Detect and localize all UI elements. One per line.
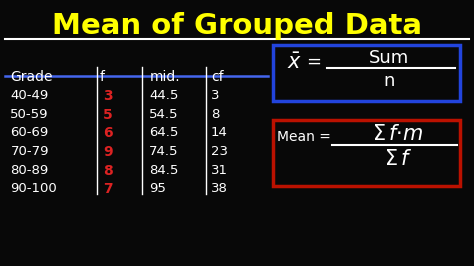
Text: 90-100: 90-100 — [10, 182, 57, 195]
Text: 38: 38 — [211, 182, 228, 195]
Text: 8: 8 — [103, 164, 113, 178]
Text: $\Sigma\,f$: $\Sigma\,f$ — [384, 149, 412, 169]
Text: mid.: mid. — [149, 70, 180, 85]
Bar — [273, 120, 460, 186]
Text: 8: 8 — [211, 108, 219, 121]
Text: 6: 6 — [103, 126, 113, 140]
Text: 40-49: 40-49 — [10, 89, 49, 102]
Text: 50-59: 50-59 — [10, 108, 49, 121]
Text: 80-89: 80-89 — [10, 164, 49, 177]
Text: 60-69: 60-69 — [10, 126, 49, 139]
Text: 44.5: 44.5 — [149, 89, 179, 102]
Text: 3: 3 — [103, 89, 113, 103]
Text: 84.5: 84.5 — [149, 164, 179, 177]
Text: f: f — [100, 70, 105, 85]
Text: 54.5: 54.5 — [149, 108, 179, 121]
Text: 31: 31 — [211, 164, 228, 177]
Text: $\Sigma\,f{\cdot}m$: $\Sigma\,f{\cdot}m$ — [373, 124, 424, 144]
Text: Sum: Sum — [369, 49, 409, 67]
Text: $\bar{x}$: $\bar{x}$ — [287, 53, 302, 73]
Text: Mean of Grouped Data: Mean of Grouped Data — [52, 12, 422, 40]
Text: 95: 95 — [149, 182, 166, 195]
Text: Mean =: Mean = — [277, 130, 331, 144]
Text: n: n — [383, 72, 394, 90]
Text: 14: 14 — [211, 126, 228, 139]
Text: 5: 5 — [103, 108, 113, 122]
Text: 3: 3 — [211, 89, 219, 102]
Text: =: = — [306, 53, 321, 71]
Text: 7: 7 — [103, 182, 113, 196]
Text: 74.5: 74.5 — [149, 145, 179, 158]
Text: 23: 23 — [211, 145, 228, 158]
Text: 70-79: 70-79 — [10, 145, 49, 158]
Text: Grade: Grade — [10, 70, 53, 85]
Text: cf: cf — [211, 70, 224, 85]
Text: 64.5: 64.5 — [149, 126, 179, 139]
Text: 9: 9 — [103, 145, 113, 159]
Bar — [273, 45, 460, 101]
